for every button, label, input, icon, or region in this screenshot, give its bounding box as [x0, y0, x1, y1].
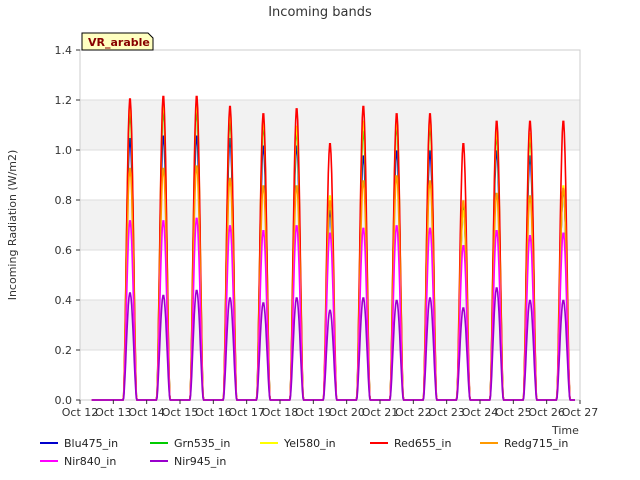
x-tick-label: Oct 12 [62, 406, 99, 419]
x-axis-label: Time [551, 424, 579, 437]
x-tick-label: Oct 17 [228, 406, 265, 419]
legend-swatch [370, 442, 388, 444]
legend-label: Yel580_in [284, 436, 336, 450]
x-tick-label: Oct 19 [295, 406, 332, 419]
legend-label: Redg715_in [504, 436, 569, 450]
legend-label: Grn535_in [174, 436, 231, 450]
legend-item: Nir840_in [40, 452, 150, 470]
legend-label: Nir945_in [174, 454, 227, 468]
legend-swatch [260, 442, 278, 444]
site-label-box: VR_arable [81, 32, 154, 51]
background-band [80, 300, 580, 350]
legend-label: Nir840_in [64, 454, 117, 468]
x-tick-label: Oct 25 [495, 406, 532, 419]
legend-label: Red655_in [394, 436, 452, 450]
legend-label: Blu475_in [64, 436, 119, 450]
legend-swatch [480, 442, 498, 444]
x-tick-label: Oct 15 [162, 406, 199, 419]
legend-item: Red655_in [370, 434, 480, 452]
x-tick-label: Oct 13 [95, 406, 132, 419]
x-tick-label: Oct 27 [562, 406, 599, 419]
legend-swatch [150, 442, 168, 444]
legend: Blu475_in Grn535_in Yel580_in Red655_in Redg… [40, 434, 620, 470]
legend-swatch [40, 442, 58, 444]
x-tick-label: Oct 22 [395, 406, 432, 419]
legend-item: Nir945_in [150, 452, 260, 470]
background-band [80, 100, 580, 150]
x-tick-label: Oct 26 [528, 406, 565, 419]
chart-title: Incoming bands [268, 5, 372, 20]
series-lines [91, 95, 575, 401]
series-line-nir945_in [91, 287, 575, 401]
y-tick-label: 1.4 [55, 44, 73, 57]
site-label: VR_arable [88, 36, 150, 49]
x-tick-label: Oct 23 [428, 406, 465, 419]
x-tick-label: Oct 24 [462, 406, 499, 419]
x-tick-label: Oct 20 [328, 406, 365, 419]
x-tick-label: Oct 18 [262, 406, 299, 419]
y-tick-label: 0.4 [55, 294, 73, 307]
y-tick-label: 1.0 [55, 144, 73, 157]
legend-item: Blu475_in [40, 434, 150, 452]
legend-swatch [40, 460, 58, 462]
legend-item: Grn535_in [150, 434, 260, 452]
x-tick-label: Oct 16 [195, 406, 232, 419]
legend-item: Yel580_in [260, 434, 370, 452]
legend-swatch [150, 460, 168, 462]
x-tick-label: Oct 14 [128, 406, 165, 419]
x-tick-label: Oct 21 [362, 406, 399, 419]
background-band [80, 200, 580, 250]
legend-item: Redg715_in [480, 434, 590, 452]
y-tick-label: 1.2 [55, 94, 73, 107]
y-tick-label: 0.8 [55, 194, 73, 207]
y-tick-label: 0.6 [55, 244, 73, 257]
y-tick-label: 0.2 [55, 344, 73, 357]
plot-area [79, 49, 581, 401]
y-axis-label: Incoming Radiation (W/m2) [6, 150, 19, 301]
y-tick-label: 0.0 [55, 394, 73, 407]
y-axis-ticks: 0.0 0.2 0.4 0.6 0.8 1.0 1.2 1.4 [55, 44, 80, 407]
